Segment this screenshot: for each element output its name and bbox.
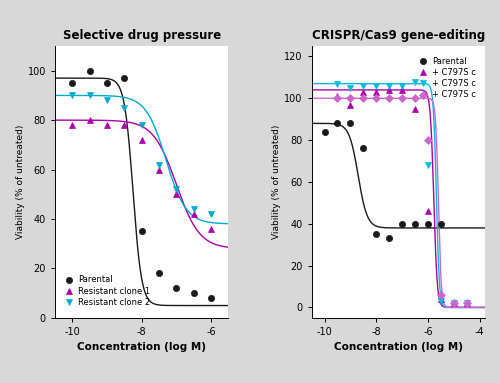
Resistant clone 1: [174, 192, 180, 196]
+ C797S c: [386, 96, 392, 101]
Parental: [425, 221, 431, 226]
Parental: [86, 69, 92, 73]
Resistant clone 2: [104, 98, 110, 103]
Resistant clone 1: [190, 212, 196, 216]
Parental: [438, 221, 444, 226]
Resistant clone 2: [122, 105, 128, 110]
+ C797S c: [438, 297, 444, 301]
Parental: [322, 129, 328, 134]
+ C797S c: [386, 83, 392, 88]
+ C797S c: [412, 79, 418, 84]
+ C797S c: [451, 301, 457, 306]
Parental: [386, 236, 392, 241]
Parental: [412, 221, 418, 226]
+ C797S c: [348, 85, 354, 90]
+ C797S c: [464, 301, 470, 306]
Line: Resistant clone 1: Resistant clone 1: [69, 117, 214, 232]
Line: + C797S c: + C797S c: [334, 79, 470, 306]
Line: + C797S c: + C797S c: [334, 87, 470, 306]
Parental: [348, 121, 354, 126]
Resistant clone 2: [156, 162, 162, 167]
+ C797S c: [360, 83, 366, 88]
Parental: [70, 81, 75, 85]
+ C797S c: [464, 301, 470, 306]
Resistant clone 1: [70, 123, 75, 128]
+ C797S c: [425, 138, 431, 142]
+ C797S c: [412, 106, 418, 111]
+ C797S c: [374, 96, 380, 101]
+ C797S c: [451, 301, 457, 306]
Resistant clone 1: [156, 167, 162, 172]
+ C797S c: [374, 83, 380, 88]
Parental: [174, 286, 180, 291]
+ C797S c: [451, 301, 457, 306]
Resistant clone 1: [86, 118, 92, 123]
+ C797S c: [386, 88, 392, 92]
+ C797S c: [334, 94, 340, 98]
+ C797S c: [412, 96, 418, 101]
+ C797S c: [399, 83, 405, 88]
Resistant clone 2: [70, 93, 75, 98]
Y-axis label: Viability (% of untreated): Viability (% of untreated): [272, 125, 281, 239]
Resistant clone 1: [122, 123, 128, 128]
X-axis label: Concentration (log M): Concentration (log M): [77, 342, 206, 352]
Resistant clone 2: [138, 123, 144, 128]
Y-axis label: Viability (% of untreated): Viability (% of untreated): [16, 125, 25, 239]
Parental: [334, 121, 340, 126]
Resistant clone 2: [86, 93, 92, 98]
Parental: [122, 76, 128, 80]
Title: Selective drug pressure: Selective drug pressure: [62, 29, 221, 42]
Parental: [104, 81, 110, 85]
Parental: [399, 221, 405, 226]
Line: Parental: Parental: [322, 120, 444, 242]
Line: Parental: Parental: [69, 67, 214, 301]
+ C797S c: [360, 96, 366, 101]
Parental: [208, 296, 214, 300]
+ C797S c: [348, 96, 354, 101]
+ C797S c: [334, 96, 340, 101]
+ C797S c: [374, 90, 380, 94]
Parental: [360, 146, 366, 151]
Resistant clone 1: [104, 123, 110, 128]
+ C797S c: [464, 301, 470, 306]
Legend: Parental, Resistant clone 1, Resistant clone 2: Parental, Resistant clone 1, Resistant c…: [62, 274, 152, 308]
Resistant clone 1: [208, 227, 214, 231]
Resistant clone 1: [138, 137, 144, 142]
+ C797S c: [438, 293, 444, 297]
Parental: [374, 232, 380, 237]
+ C797S c: [399, 88, 405, 92]
Parental: [156, 271, 162, 276]
+ C797S c: [334, 81, 340, 86]
+ C797S c: [399, 96, 405, 101]
Line: Resistant clone 2: Resistant clone 2: [69, 92, 214, 217]
+ C797S c: [438, 299, 444, 303]
Legend: Parental, + C797S c, + C797S c, + C797S c: Parental, + C797S c, + C797S c, + C797S …: [417, 56, 478, 101]
+ C797S c: [425, 209, 431, 213]
+ C797S c: [425, 163, 431, 167]
Line: + C797S c: + C797S c: [334, 95, 470, 306]
Resistant clone 2: [208, 212, 214, 216]
+ C797S c: [348, 102, 354, 107]
Resistant clone 2: [174, 187, 180, 192]
Parental: [190, 291, 196, 295]
Title: CRISPR/Cas9 gene-editing: CRISPR/Cas9 gene-editing: [312, 29, 485, 42]
Resistant clone 2: [190, 207, 196, 211]
Parental: [138, 229, 144, 234]
+ C797S c: [360, 90, 366, 94]
X-axis label: Concentration (log M): Concentration (log M): [334, 342, 463, 352]
